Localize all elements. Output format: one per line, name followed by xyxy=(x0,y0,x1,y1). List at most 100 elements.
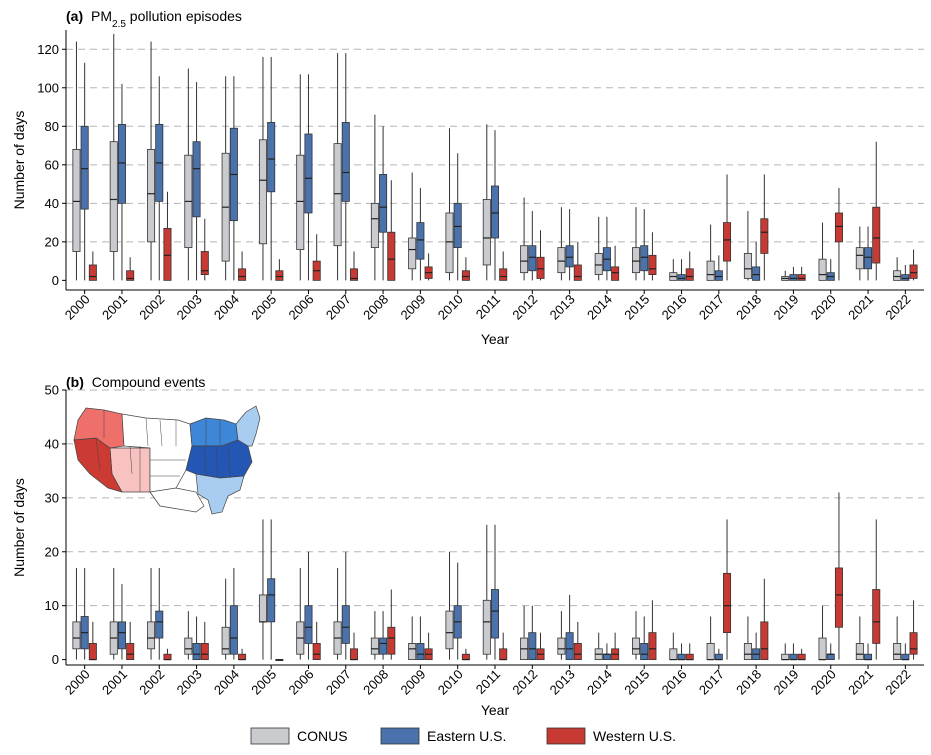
y-axis-title: Number of days xyxy=(11,111,27,210)
box-westernus-2012 xyxy=(536,230,545,281)
x-tick-label: 2021 xyxy=(845,292,876,323)
box-westernus-2008 xyxy=(387,589,396,660)
box-easternus-2018 xyxy=(752,632,761,661)
box-easternus-2010 xyxy=(453,562,462,660)
box-iqr xyxy=(706,260,715,281)
legend-swatch xyxy=(546,727,586,745)
legend-item-easternus: Eastern U.S. xyxy=(380,727,506,745)
y-tick-label: 20 xyxy=(45,544,59,559)
box-easternus-2013 xyxy=(565,594,574,661)
legend: CONUS Eastern U.S. Western U.S. xyxy=(250,727,676,745)
x-tick-label: 2006 xyxy=(286,292,317,323)
map-region-eastern-mid xyxy=(189,417,239,447)
box-iqr xyxy=(379,174,388,233)
box-iqr xyxy=(752,266,761,281)
x-tick-label: 2004 xyxy=(211,667,242,698)
box-iqr xyxy=(370,202,379,249)
box-iqr xyxy=(632,637,641,655)
x-tick-label: 2005 xyxy=(248,292,279,323)
box-easternus-2015 xyxy=(640,209,649,281)
box-conus-2000 xyxy=(72,567,81,660)
x-tick-label: 2011 xyxy=(473,667,503,697)
box-iqr xyxy=(238,268,247,281)
y-tick-label: 0 xyxy=(52,652,59,667)
box-iqr xyxy=(379,637,388,655)
box-iqr xyxy=(714,270,723,281)
box-westernus-2000 xyxy=(88,621,97,661)
legend-label: Eastern U.S. xyxy=(427,728,506,744)
box-iqr xyxy=(126,643,135,661)
box-iqr xyxy=(200,643,209,661)
y-axis-title: Number of days xyxy=(11,478,27,577)
box-iqr xyxy=(901,274,910,281)
box-westernus-2008 xyxy=(387,180,396,281)
box-iqr xyxy=(349,648,358,661)
panel-b-title-rest: Compound events xyxy=(92,374,206,390)
box-conus-2004 xyxy=(221,76,230,281)
box-iqr xyxy=(872,206,881,264)
box-iqr xyxy=(304,133,313,214)
box-conus-2019 xyxy=(781,643,790,661)
box-iqr xyxy=(482,599,491,655)
box-iqr xyxy=(341,122,350,202)
box-westernus-2001 xyxy=(126,621,135,661)
box-iqr xyxy=(528,245,537,272)
box-iqr xyxy=(387,231,396,281)
box-iqr xyxy=(408,237,417,270)
box-iqr xyxy=(872,589,881,644)
box-iqr xyxy=(648,254,657,275)
box-conus-2019 xyxy=(781,270,790,281)
box-easternus-2005 xyxy=(267,56,276,281)
box-iqr xyxy=(200,251,209,275)
box-iqr xyxy=(341,605,350,644)
x-tick-label: 2022 xyxy=(882,292,913,323)
y-tick-label: 20 xyxy=(45,234,59,249)
box-iqr xyxy=(482,199,491,266)
box-conus-2008 xyxy=(370,611,379,660)
x-tick-label: 2010 xyxy=(435,667,466,698)
box-iqr xyxy=(416,643,425,661)
box-westernus-2005 xyxy=(275,659,284,662)
box-iqr xyxy=(723,222,732,262)
box-iqr xyxy=(797,653,806,661)
box-iqr xyxy=(760,621,769,661)
x-tick-label: 2006 xyxy=(286,667,317,698)
legend-swatch xyxy=(250,727,290,745)
box-conus-2013 xyxy=(557,207,566,281)
map-region-western-mid xyxy=(73,407,125,449)
x-tick-label: 2022 xyxy=(882,667,913,698)
box-westernus-2002 xyxy=(163,648,172,661)
box-iqr xyxy=(789,653,798,661)
box-westernus-2018 xyxy=(760,174,769,281)
x-tick-label: 2019 xyxy=(770,292,801,323)
us-regions-map xyxy=(73,405,261,515)
box-easternus-2011 xyxy=(490,524,500,660)
box-conus-2003 xyxy=(184,68,193,281)
box-easternus-2015 xyxy=(640,616,649,661)
box-iqr xyxy=(445,610,454,650)
box-westernus-2013 xyxy=(573,621,582,661)
y-tick-label: 40 xyxy=(45,436,59,451)
box-iqr xyxy=(640,245,649,272)
legend-item-conus: CONUS xyxy=(250,727,348,745)
box-westernus-2010 xyxy=(461,257,470,281)
box-conus-2012 xyxy=(520,197,529,281)
box-iqr xyxy=(109,141,118,252)
box-conus-2006 xyxy=(296,567,305,660)
box-easternus-2008 xyxy=(379,611,388,660)
box-westernus-2020 xyxy=(834,492,843,660)
x-tick-label: 2020 xyxy=(808,292,839,323)
y-tick-label: 100 xyxy=(37,80,59,95)
x-tick-label: 2018 xyxy=(733,667,764,698)
x-tick-label: 2003 xyxy=(174,292,205,323)
box-iqr xyxy=(602,653,611,661)
x-tick-label: 2014 xyxy=(584,292,615,323)
box-iqr xyxy=(312,643,321,661)
box-westernus-2021 xyxy=(872,141,881,281)
box-easternus-2019 xyxy=(789,266,798,281)
box-iqr xyxy=(387,626,396,655)
box-iqr xyxy=(909,632,918,655)
box-iqr xyxy=(72,149,81,252)
x-tick-label: 2014 xyxy=(584,667,615,698)
box-iqr xyxy=(834,212,843,243)
